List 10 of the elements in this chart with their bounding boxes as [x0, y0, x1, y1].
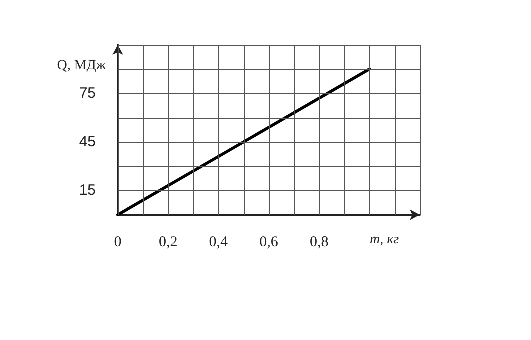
- x-axis-title: m, кг: [370, 232, 400, 248]
- y-axis-title: Q, МДж: [57, 58, 106, 74]
- x-tick-label: 0,8: [310, 234, 329, 250]
- x-tick-label: 0: [114, 234, 122, 250]
- y-tick-label: 45: [79, 134, 96, 151]
- x-tick-label: 0,6: [260, 234, 279, 250]
- y-tick-label: 75: [79, 85, 96, 102]
- x-tick-label: 0,2: [158, 234, 178, 250]
- y-tick-label: 15: [79, 182, 96, 200]
- x-tick-label: 0,4: [209, 234, 229, 250]
